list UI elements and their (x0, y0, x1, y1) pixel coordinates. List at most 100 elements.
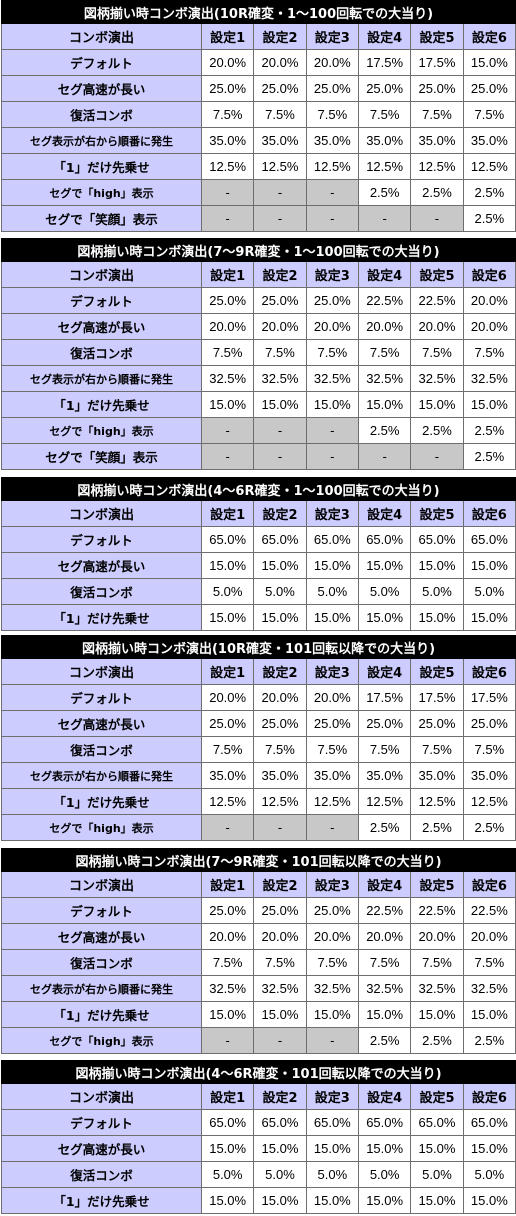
value-cell: 15.0% (357, 1135, 412, 1162)
value-cell: 25.0% (305, 897, 359, 924)
header-row: コンボ演出 設定1 設定2 設定3 設定4 設定5 設定6 (1, 658, 516, 685)
value-cell: 32.5% (200, 975, 255, 1002)
row-label: セグ表示が右から順番に発生 (1, 127, 202, 154)
value-cell: 7.5% (305, 339, 359, 366)
header-setting-2: 設定2 (253, 871, 307, 898)
table-row: セグ高速が長い 20.0% 20.0% 20.0% 20.0% 20.0% 20.0% (1, 923, 516, 950)
table-row: セグ高速が長い 20.0% 20.0% 20.0% 20.0% 20.0% 20.0% (1, 313, 516, 340)
value-cell: 15.0% (200, 604, 255, 631)
value-cell: 5.0% (253, 578, 307, 605)
header-row: コンボ演出 設定1 設定2 設定3 設定4 設定5 設定6 (1, 500, 516, 527)
header-setting-6: 設定6 (462, 23, 516, 50)
value-cell: 15.0% (200, 552, 255, 579)
table-row: セグ高速が長い 25.0% 25.0% 25.0% 25.0% 25.0% 25.0% (1, 75, 516, 102)
header-setting-3: 設定3 (305, 658, 359, 685)
header-setting-2: 設定2 (253, 658, 307, 685)
value-cell: 25.0% (253, 287, 307, 314)
value-cell: 15.0% (200, 1001, 255, 1028)
header-row: コンボ演出 設定1 設定2 設定3 設定4 設定5 設定6 (1, 261, 516, 288)
value-cell: - (200, 179, 255, 206)
combo-table: 図柄揃い時コンボ演出(7～9R確変・1～100回転での大当り) コンボ演出 設定1 設… (0, 238, 516, 470)
value-cell: 20.0% (305, 49, 359, 76)
value-cell: 17.5% (357, 684, 412, 711)
table-row: セグで「high」表示 - - -2.5% 2.5% 2.5% (1, 814, 516, 841)
value-cell: 25.0% (410, 75, 464, 102)
value-cell: 35.0% (462, 127, 516, 154)
row-label: 復活コンボ (1, 578, 202, 605)
value-cell: 65.0% (462, 1109, 516, 1136)
header-setting-5: 設定5 (410, 261, 464, 288)
value-cell: 5.0% (305, 578, 359, 605)
table-title: 図柄揃い時コンボ演出(10R確変・101回転以降での大当り) (0, 635, 516, 659)
value-cell: - (253, 179, 307, 206)
value-cell: 65.0% (410, 526, 464, 553)
value-cell: 7.5% (253, 736, 307, 763)
header-setting-6: 設定6 (462, 500, 516, 527)
value-cell: 7.5% (357, 339, 412, 366)
value-cell: 35.0% (410, 127, 464, 154)
value-cell: 65.0% (253, 526, 307, 553)
value-cell: 15.0% (357, 391, 412, 418)
value-cell: 25.0% (253, 897, 307, 924)
value-cell: 7.5% (305, 949, 359, 976)
row-label: デフォルト (1, 287, 202, 314)
value-cell: - (253, 1027, 307, 1054)
value-cell: 15.0% (357, 1187, 412, 1214)
value-cell: - (305, 205, 359, 232)
value-cell: 7.5% (357, 101, 412, 128)
value-cell: 32.5% (200, 365, 255, 392)
table-title: 図柄揃い時コンボ演出(7～9R確変・101回転以降での大当り) (0, 848, 516, 872)
value-cell: 65.0% (200, 1109, 255, 1136)
value-cell: 7.5% (462, 339, 516, 366)
value-cell: 25.0% (305, 710, 359, 737)
value-cell: 2.5% (462, 417, 516, 444)
row-label: セグ高速が長い (1, 313, 202, 340)
value-cell: 25.0% (200, 897, 255, 924)
header-combo-label: コンボ演出 (1, 658, 202, 685)
value-cell: 15.0% (253, 391, 307, 418)
value-cell: 20.0% (253, 49, 307, 76)
value-cell: 7.5% (410, 736, 464, 763)
value-cell: 2.5% (357, 814, 412, 841)
table-title: 図柄揃い時コンボ演出(10R確変・1～100回転での大当り) (0, 0, 516, 24)
value-cell: 20.0% (253, 313, 307, 340)
value-cell: 5.0% (462, 1161, 516, 1188)
value-cell: 65.0% (357, 1109, 412, 1136)
row-label: セグ表示が右から順番に発生 (1, 975, 202, 1002)
value-cell: 25.0% (410, 710, 464, 737)
combo-table: 図柄揃い時コンボ演出(10R確変・101回転以降での大当り) コンボ演出 設定1 設定… (0, 635, 516, 841)
value-cell: 7.5% (410, 949, 464, 976)
value-cell: 12.5% (462, 788, 516, 815)
value-cell: 20.0% (253, 923, 307, 950)
row-label: デフォルト (1, 526, 202, 553)
value-cell: 15.0% (305, 604, 359, 631)
combo-table: 図柄揃い時コンボ演出(7～9R確変・101回転以降での大当り) コンボ演出 設定1 設… (0, 848, 516, 1054)
value-cell: 15.0% (462, 1001, 516, 1028)
row-label: 復活コンボ (1, 101, 202, 128)
value-cell: 32.5% (462, 975, 516, 1002)
value-cell: 5.0% (200, 1161, 255, 1188)
header-setting-5: 設定5 (410, 500, 464, 527)
value-cell: 12.5% (305, 788, 359, 815)
value-cell: 25.0% (305, 287, 359, 314)
value-cell: - (253, 443, 307, 470)
header-setting-3: 設定3 (305, 1083, 359, 1110)
value-cell: 32.5% (253, 365, 307, 392)
value-cell: - (253, 814, 307, 841)
header-setting-4: 設定4 (357, 871, 412, 898)
value-cell: 25.0% (462, 75, 516, 102)
value-cell: 7.5% (462, 736, 516, 763)
value-cell: 20.0% (462, 313, 516, 340)
row-label: 「1」だけ先乗せ (1, 391, 202, 418)
row-label: セグで「笑顔」表示 (1, 443, 202, 470)
table-row: セグ表示が右から順番に発生 35.0% 35.0% 35.0% 35.0% 35.0% 35… (1, 762, 516, 789)
header-setting-2: 設定2 (253, 23, 307, 50)
table-row: デフォルト 25.0% 25.0% 25.0% 22.5% 22.5% 22.5% (1, 897, 516, 924)
table-title: 図柄揃い時コンボ演出(7～9R確変・1～100回転での大当り) (0, 238, 516, 262)
value-cell: 5.0% (253, 1161, 307, 1188)
value-cell: 15.0% (305, 391, 359, 418)
header-setting-2: 設定2 (253, 500, 307, 527)
header-combo-label: コンボ演出 (1, 500, 202, 527)
value-cell: 65.0% (305, 1109, 359, 1136)
value-cell: - (357, 205, 412, 232)
